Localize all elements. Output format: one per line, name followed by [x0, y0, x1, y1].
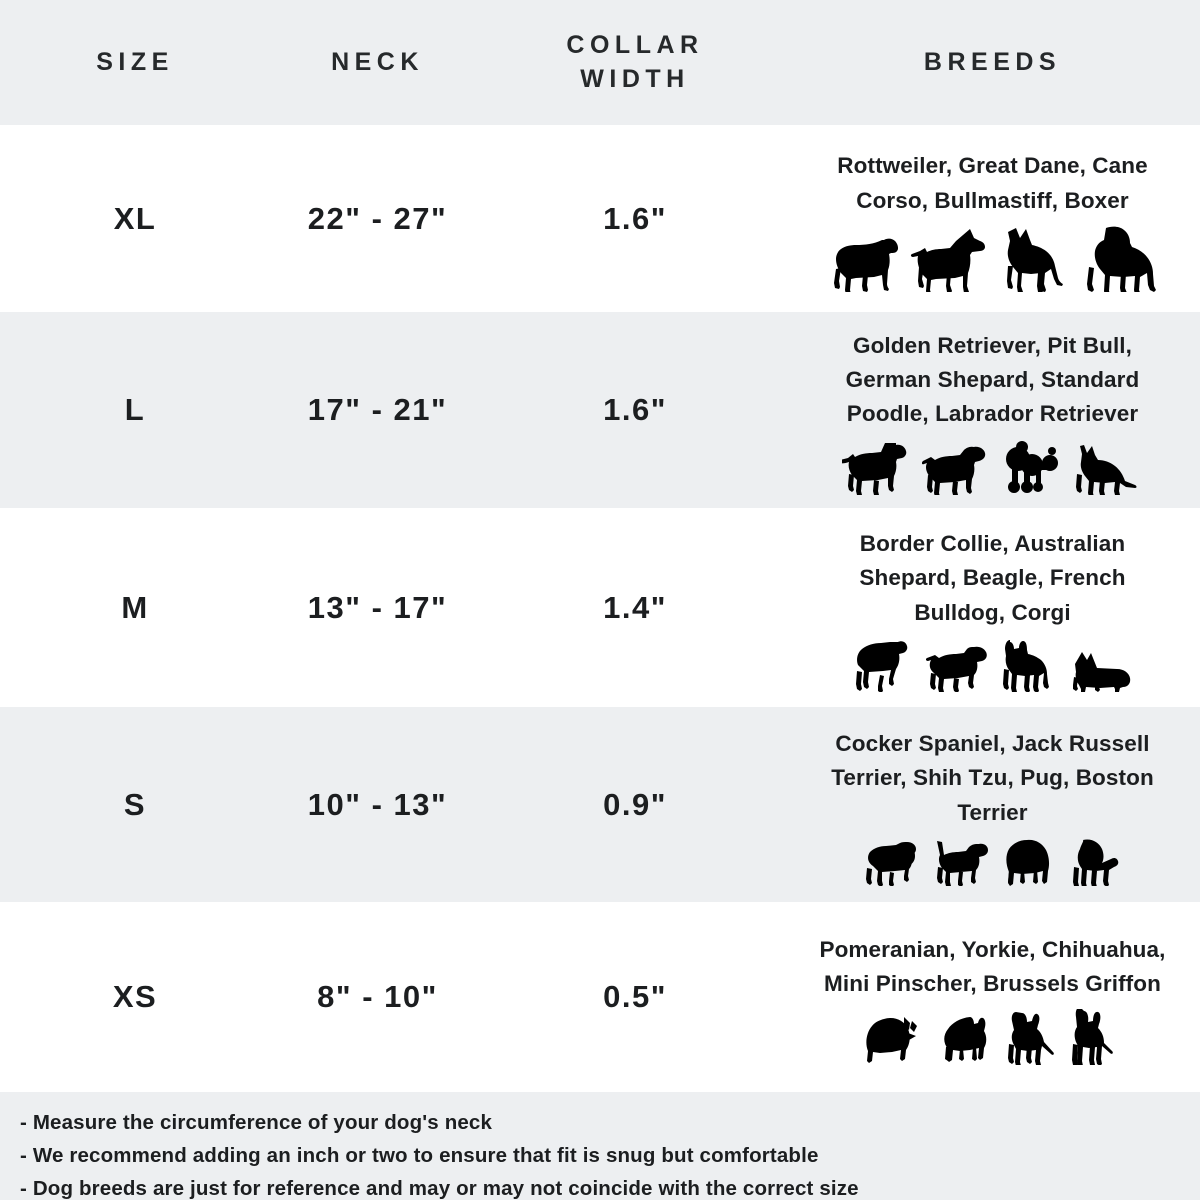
- cell-breeds: Pomeranian, Yorkie, Chihuahua, Mini Pins…: [785, 929, 1200, 1066]
- yorkie-silhouette: [943, 1017, 986, 1063]
- column-header-collar-width: COLLAR WIDTH: [485, 29, 785, 97]
- pug-silhouette: [1072, 839, 1118, 886]
- french-bulldog-silhouette: [1002, 639, 1049, 692]
- breeds-list-text: Border Collie, Australian Shepard, Beagl…: [859, 531, 1126, 625]
- column-header-collar-width-line2: WIDTH: [580, 64, 690, 93]
- breeds-list-text: Rottweiler, Great Dane, Cane Corso, Bull…: [837, 153, 1148, 213]
- cell-collar-width: 1.6": [603, 392, 667, 427]
- table-header-row: SIZE NECK COLLAR WIDTH BREEDS: [0, 0, 1200, 125]
- table-row: XS 8" - 10" 0.5" Pomeranian, Yorkie, Chi…: [0, 902, 1200, 1092]
- cell-size: XS: [112, 979, 158, 1014]
- cell-size: M: [121, 589, 149, 625]
- column-header-size: SIZE: [96, 47, 174, 76]
- breeds-list-text: Cocker Spaniel, Jack Russell Terrier, Sh…: [831, 731, 1154, 825]
- cell-collar-width: 0.5": [603, 979, 667, 1014]
- breed-silhouette-strip: [863, 838, 1123, 886]
- cell-breeds: Rottweiler, Great Dane, Cane Corso, Bull…: [785, 145, 1200, 292]
- column-header-collar-width-line1: COLLAR: [566, 30, 704, 59]
- table-row: M 13" - 17" 1.4" Border Collie, Australi…: [0, 508, 1200, 707]
- cocker-spaniel-silhouette: [865, 841, 916, 886]
- cell-breeds: Cocker Spaniel, Jack Russell Terrier, Sh…: [785, 723, 1200, 886]
- footnote-reference: - Dog breeds are just for reference and …: [20, 1177, 859, 1200]
- breed-silhouette-strip: [828, 226, 1158, 292]
- breeds-list-text: Golden Retriever, Pit Bull, German Shepa…: [845, 332, 1140, 427]
- column-header-neck: NECK: [331, 47, 424, 76]
- table-row: S 10" - 13" 0.9" Cocker Spaniel, Jack Ru…: [0, 707, 1200, 902]
- column-header-breeds: BREEDS: [923, 47, 1062, 76]
- standard-poodle-silhouette: [1005, 441, 1058, 494]
- cell-size: S: [123, 786, 147, 822]
- shih-tzu-silhouette: [1005, 839, 1049, 886]
- pomeranian-silhouette: [865, 1017, 917, 1064]
- beagle-silhouette: [925, 646, 987, 692]
- cell-neck: 13" - 17": [307, 589, 448, 625]
- cell-neck: 17" - 21": [307, 392, 448, 427]
- breeds-list-text: Pomeranian, Yorkie, Chihuahua, Mini Pins…: [819, 936, 1166, 996]
- cell-collar-width: 0.9": [603, 786, 667, 822]
- great-dane-silhouette: [910, 228, 985, 292]
- rottweiler-silhouette: [833, 238, 898, 292]
- border-collie-silhouette: [855, 640, 907, 692]
- jack-russell-terrier-silhouette: [936, 840, 988, 886]
- golden-retriever-silhouette: [841, 443, 906, 496]
- cane-corso-silhouette: [1006, 227, 1063, 292]
- cell-size: XL: [113, 200, 157, 236]
- pit-bull-silhouette: [921, 447, 985, 496]
- cell-breeds: Golden Retriever, Pit Bull, German Shepa…: [785, 325, 1200, 496]
- cell-neck: 22" - 27": [307, 200, 448, 236]
- cell-collar-width: 1.6": [603, 200, 667, 236]
- chihuahua-silhouette: [1007, 1012, 1054, 1066]
- footnote-recommend: - We recommend adding an inch or two to …: [20, 1144, 819, 1168]
- footnotes: - Measure the circumference of your dog'…: [0, 1092, 1200, 1200]
- footnote-measure: - Measure the circumference of your dog'…: [20, 1111, 493, 1134]
- table-row: L 17" - 21" 1.6" Golden Retriever, Pit B…: [0, 312, 1200, 508]
- cell-breeds: Border Collie, Australian Shepard, Beagl…: [785, 523, 1200, 692]
- table-row: XL 22" - 27" 1.6" Rottweiler, Great Dane…: [0, 125, 1200, 312]
- cell-neck: 10" - 13": [307, 786, 448, 822]
- breed-silhouette-strip: [854, 638, 1132, 692]
- cell-collar-width: 1.4": [603, 589, 667, 625]
- cell-size: L: [124, 392, 146, 427]
- bullmastiff-silhouette: [1086, 226, 1156, 292]
- breed-silhouette-strip: [841, 439, 1144, 496]
- german-shepard-silhouette: [1075, 445, 1136, 496]
- mini-pinscher-silhouette: [1071, 1009, 1113, 1066]
- breed-silhouette-strip: [864, 1009, 1122, 1066]
- cell-neck: 8" - 10": [317, 979, 438, 1014]
- corgi-silhouette: [1072, 651, 1130, 692]
